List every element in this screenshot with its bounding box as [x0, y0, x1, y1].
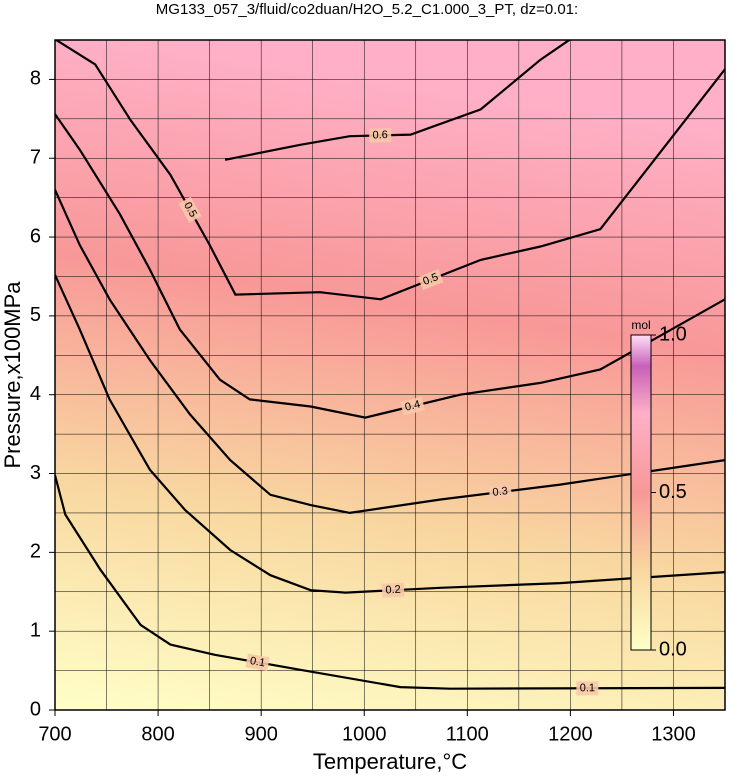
x-tick-label: 1000	[342, 723, 387, 745]
x-tick-label: 1300	[651, 723, 696, 745]
y-tick-label: 0	[30, 698, 41, 720]
x-tick-label: 700	[38, 723, 71, 745]
y-tick-label: 3	[30, 462, 41, 484]
contour-line	[224, 40, 572, 161]
x-tick-label: 1200	[548, 723, 593, 745]
plot-frame	[54, 39, 726, 711]
contour-label: 0.2	[385, 584, 401, 597]
contour-label-bg	[400, 396, 426, 416]
contour-line	[55, 474, 725, 690]
contour-line	[55, 113, 725, 419]
chart-title: MG133_057_3/fluid/co2duan/H2O_5.2_C1.000…	[156, 1, 578, 18]
contour-label: 0.6	[372, 129, 388, 141]
contours: 0.1 0.1 0.2 0.3 0.4 0.5 0.5 0.6	[55, 40, 725, 696]
y-tick-label: 6	[30, 225, 41, 247]
contour-line	[55, 274, 725, 594]
colorbar-tick-label: 0.5	[659, 481, 687, 503]
y-tick-label: 1	[30, 619, 41, 641]
x-tick-label: 800	[141, 723, 174, 745]
y-axis-label: Pressure,x100MPa	[0, 281, 25, 469]
contour-line	[55, 189, 725, 515]
contour-label: 0.5	[421, 271, 440, 288]
colorbar	[630, 334, 652, 651]
y-tick-label: 7	[30, 147, 41, 169]
contour-label-bg	[178, 196, 202, 223]
contour-label-bg	[245, 653, 270, 672]
colorbar-tick-label: 1.0	[659, 323, 687, 345]
contour-label: 0.1	[580, 682, 595, 694]
contour-label: 0.4	[404, 398, 422, 413]
contour-label-bg	[576, 681, 599, 696]
colorbar-tick-label: 0.0	[659, 638, 687, 660]
colorbar-label: mol	[631, 318, 650, 332]
contour-label: 0.1	[249, 655, 266, 669]
x-axis-label: Temperature,°C	[313, 749, 467, 774]
contour-line	[55, 40, 725, 301]
contour-label-bg	[488, 483, 513, 501]
contour-label: 0.3	[492, 485, 509, 499]
y-tick-label: 2	[30, 541, 41, 563]
x-tick-label: 1100	[446, 723, 489, 745]
x-tick-label: 900	[244, 723, 277, 745]
y-tick-label: 4	[30, 383, 41, 405]
contour-label-bg	[369, 128, 392, 143]
y-tick-label: 8	[30, 68, 41, 90]
plot-background	[55, 40, 725, 710]
contour-label-bg	[417, 269, 444, 291]
contour-label-bg	[381, 582, 405, 598]
y-tick-label: 5	[30, 304, 41, 326]
